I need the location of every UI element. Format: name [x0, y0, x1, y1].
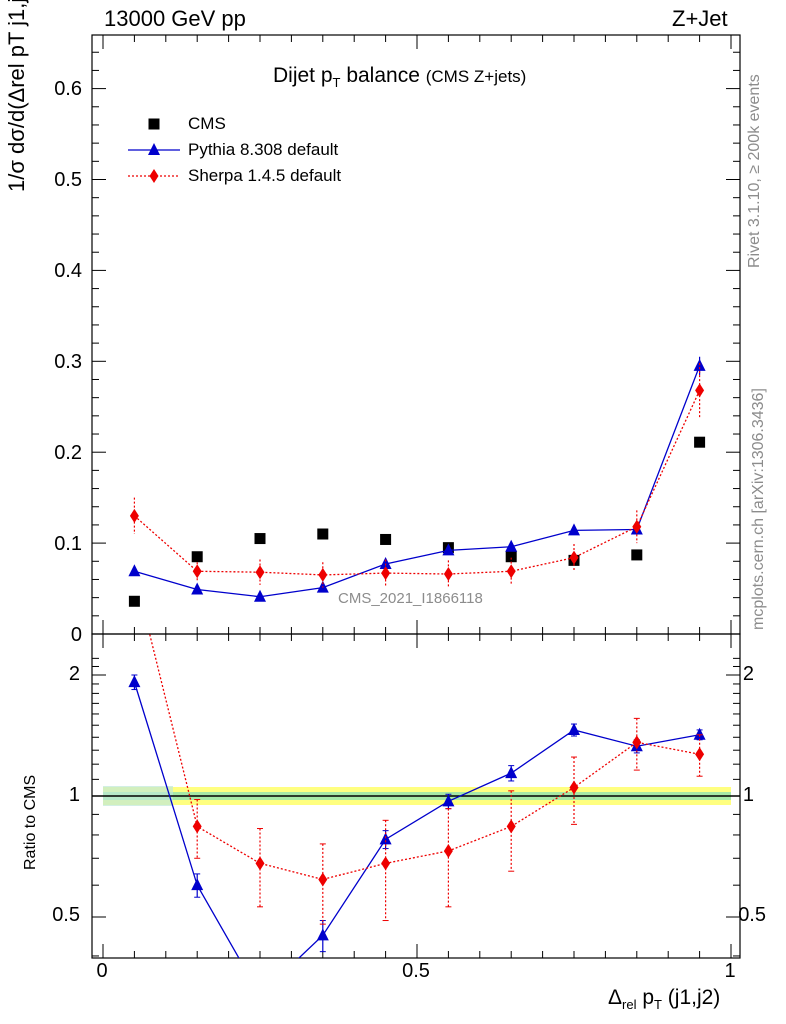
sherpa-point	[255, 565, 265, 580]
ytick-label-4: 0.4	[54, 260, 82, 282]
sherpa-point	[569, 550, 579, 565]
x-axis-label-tail: (j1,j2)	[661, 986, 721, 1009]
ytick-label-6: 0.6	[54, 78, 82, 100]
legend-marker-sherpa	[149, 169, 159, 183]
pythia-ratio-line	[133, 681, 700, 958]
chart-title-note: (CMS Z+jets)	[425, 67, 527, 86]
sherpa-ratio-point	[506, 819, 516, 834]
sherpa-point	[632, 519, 642, 534]
pythia-point	[379, 557, 392, 570]
pythia-point	[442, 543, 455, 556]
legend-label-sherpa: Sherpa 1.4.5 default	[188, 166, 342, 185]
cms-point	[631, 549, 643, 561]
sherpa-point	[381, 566, 391, 581]
sherpa-line	[133, 390, 701, 576]
pythia-point	[128, 564, 141, 577]
cms-point	[505, 551, 517, 563]
data-series	[128, 356, 706, 1000]
pythia-ratio-point	[568, 722, 580, 735]
sherpa-ratio-point	[569, 780, 579, 795]
pythia-ratio-point	[693, 727, 706, 740]
sherpa-ratio-point	[255, 856, 265, 871]
ratio-ytick-label-right-1: 1	[742, 784, 754, 806]
sherpa-point	[318, 567, 328, 582]
cms-point	[254, 533, 266, 545]
rivet-version-label: Rivet 3.1.10, ≥ 200k events	[746, 74, 763, 268]
sherpa-ratio-line	[148, 634, 700, 881]
ytick-label-5: 0.5	[54, 169, 82, 191]
cms-point	[128, 595, 140, 607]
pythia-point	[191, 582, 204, 595]
x-axis-label-rest: p	[636, 986, 654, 1009]
ratio-ytick-label-1: 1	[68, 784, 80, 806]
axis-ticks	[92, 35, 740, 958]
pythia-ratio-point	[316, 928, 329, 941]
analysis-id-watermark: CMS_2021_I1866118	[338, 590, 483, 607]
sherpa-point	[695, 383, 705, 398]
legend-label-pythia: Pythia 8.308 default	[188, 140, 339, 159]
cms-point	[191, 551, 203, 563]
energy-label: 13000 GeV pp	[104, 6, 246, 31]
xtick-label-1: 1	[724, 960, 736, 982]
ratio-ytick-label-2: 2	[68, 663, 80, 685]
pythia-point	[254, 589, 266, 602]
pythia-ratio-point	[128, 675, 141, 688]
sherpa-point	[506, 564, 516, 579]
sherpa-ratio-point	[695, 747, 705, 762]
ratio-data	[128, 634, 706, 1000]
sherpa-point	[129, 508, 139, 523]
sherpa-ratio-point	[632, 735, 642, 750]
ratio-ytick-label-right-2: 2	[742, 663, 754, 685]
legend-label-cms: CMS	[188, 114, 226, 133]
pythia-ratio-point	[254, 988, 266, 1000]
x-axis-label-sub2: T	[654, 997, 662, 1013]
pythia-ratio-point	[442, 794, 455, 807]
sherpa-ratio-point	[318, 872, 328, 887]
chart-title-rest: balance	[340, 64, 420, 87]
cms-point	[380, 533, 392, 545]
pythia-line	[134, 365, 701, 598]
ytick-label-0: 0	[70, 624, 82, 646]
x-axis-label-sub: rel	[622, 997, 637, 1013]
ytick-label-2: 0.2	[54, 442, 82, 464]
ytick-label-1: 0.1	[54, 533, 82, 555]
sherpa-ratio-point	[381, 856, 391, 871]
legend-marker-pythia	[148, 143, 160, 155]
legend-marker-cms	[148, 118, 160, 130]
pythia-ratio-point	[505, 766, 518, 779]
ratio-axis-label: Ratio to CMS	[22, 774, 39, 870]
cms-point	[317, 528, 329, 540]
pythia-ratio-point	[191, 878, 204, 891]
pythia-point	[568, 523, 580, 536]
chart-title: Dijet pT balance (CMS Z+jets)	[273, 64, 526, 90]
sherpa-ratio-point	[443, 843, 453, 858]
sherpa-ratio-point	[192, 819, 202, 834]
x-axis-label-main: Δ	[608, 986, 623, 1009]
xtick-label-0: 0	[96, 960, 108, 982]
pythia-ratio-point	[379, 832, 392, 845]
chart-title-main: Dijet p	[273, 64, 333, 87]
pythia-point	[505, 539, 518, 552]
chart-title-sub: T	[332, 75, 341, 91]
process-label: Z+Jet	[672, 6, 728, 31]
cms-point	[694, 436, 706, 448]
ratio-ytick-label-05: 0.5	[52, 904, 80, 926]
ratio-ytick-label-right-05: 0.5	[738, 904, 766, 926]
sherpa-point	[443, 567, 453, 582]
upper-data	[128, 356, 706, 607]
ytick-label-3: 0.3	[54, 351, 82, 373]
cms-uncertainty-band	[92, 786, 740, 806]
sherpa-point	[192, 564, 202, 579]
mcplots-label: mcplots.cern.ch [arXiv:1306.3436]	[750, 388, 767, 630]
xtick-label-05: 0.5	[402, 960, 430, 982]
legend-markers	[128, 118, 180, 183]
x-axis-label: Δrel pT (j1,j2)	[608, 986, 720, 1012]
